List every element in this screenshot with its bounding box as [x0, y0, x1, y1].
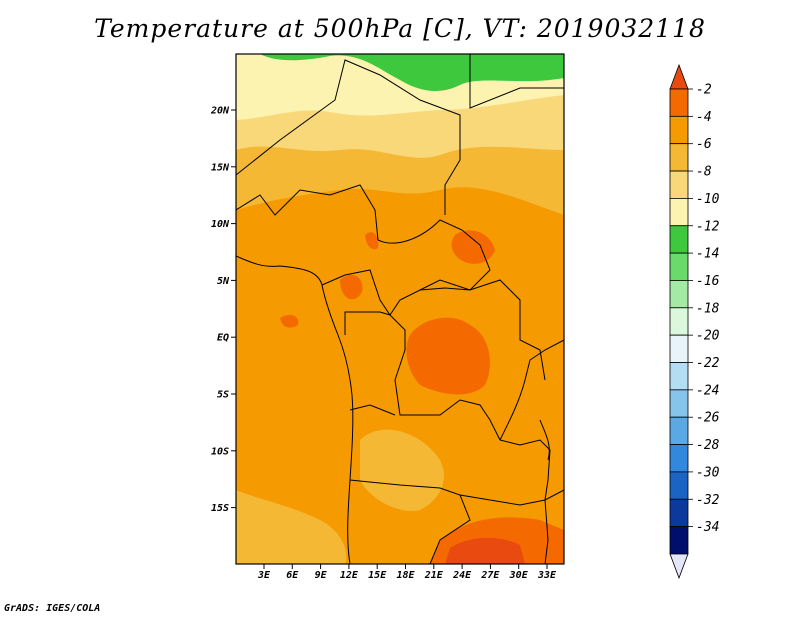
lat-tick-label: 15S	[211, 503, 229, 514]
chart-title: Temperature at 500hPa [C], VT: 201903211…	[94, 14, 706, 43]
colorbar-cell	[669, 307, 689, 336]
lon-tick-label: 33E	[537, 570, 557, 581]
lat-tick-label: 20N	[210, 106, 230, 117]
lat-tick-label: 10N	[211, 219, 230, 230]
lat-tick-label: EQ	[217, 333, 229, 344]
lon-tick-label: 15E	[368, 570, 387, 581]
colorbar-cell	[669, 88, 689, 117]
colorbar-cell	[669, 498, 689, 528]
colorbar-label: -28	[696, 438, 720, 453]
colorbar-bottom-arrow	[669, 553, 689, 580]
grads-credit: GrADS: IGES/COLA	[4, 603, 101, 614]
map-frame	[235, 53, 565, 565]
lon-tick-label: 9E	[315, 570, 328, 581]
colorbar-cell	[669, 334, 689, 363]
colorbar-label: -18	[696, 301, 720, 316]
colorbar-label: -34	[696, 520, 719, 535]
colorbar-label: -30	[696, 465, 720, 480]
colorbar-label: -2	[696, 83, 712, 98]
colorbar-label: -8	[696, 165, 712, 180]
lon-tick-label: 24E	[452, 570, 472, 581]
colorbar-cell	[669, 170, 689, 199]
longitude-axis: 3E 6E 9E 12E 15E 18E 21E 24E 27E 30E 33E	[257, 564, 557, 581]
lon-tick-label: 6E	[286, 570, 299, 581]
country-borders	[236, 54, 564, 564]
colorbar-label: -32	[696, 493, 720, 508]
colorbar-label: -6	[696, 137, 712, 152]
colorbar-label: -12	[696, 219, 720, 234]
colorbar-label: -22	[696, 356, 720, 371]
colorbar-cell	[669, 444, 689, 473]
colorbar: -2 -4 -6 -8 -10 -12 -14 -16 -18 -20 -22 -24 -26 -28 -3…	[669, 63, 720, 580]
colorbar-label: -4	[696, 110, 712, 125]
colorbar-cell	[669, 416, 689, 445]
lon-tick-label: 3E	[257, 570, 271, 581]
colorbar-label: -10	[696, 192, 720, 207]
lat-tick-label: 5S	[217, 390, 229, 401]
colorbar-cell	[669, 280, 689, 309]
colorbar-label: -26	[696, 411, 720, 426]
temperature-field	[236, 54, 564, 564]
colorbar-label: -14	[696, 247, 719, 262]
lat-tick-label: 10S	[211, 446, 229, 457]
lon-tick-label: 27E	[480, 570, 500, 581]
colorbar-cell	[669, 115, 689, 145]
colorbar-top-arrow	[669, 63, 689, 90]
colorbar-label: -20	[696, 329, 720, 344]
latitude-axis: 20N 15N 10N 5N EQ 5S 10S 15S	[210, 106, 236, 514]
colorbar-cell	[669, 471, 689, 500]
lat-tick-label: 5N	[217, 276, 230, 287]
colorbar-label: -16	[696, 274, 720, 289]
lon-tick-label: 30E	[509, 570, 529, 581]
colorbar-cell	[669, 225, 689, 254]
colorbar-cell	[669, 197, 689, 227]
colorbar-cell	[669, 362, 689, 391]
lon-tick-label: 12E	[340, 570, 359, 581]
colorbar-cell	[669, 252, 689, 281]
lon-tick-label: 18E	[396, 570, 415, 581]
colorbar-label: -24	[696, 383, 719, 398]
colorbar-cell	[669, 143, 689, 172]
lon-tick-label: 21E	[424, 570, 444, 581]
colorbar-cell	[669, 526, 689, 555]
lat-tick-label: 15N	[211, 162, 230, 173]
colorbar-cell	[669, 389, 689, 418]
